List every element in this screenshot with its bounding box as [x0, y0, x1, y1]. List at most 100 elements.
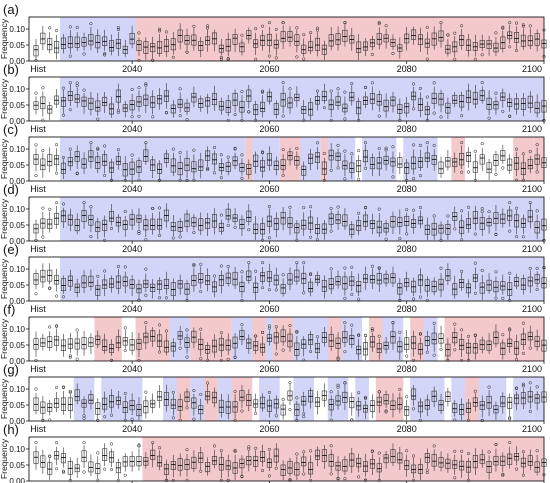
- box-outlier: [432, 353, 436, 357]
- box-body: [493, 280, 499, 293]
- box-outlier: [178, 114, 182, 118]
- box-outlier: [363, 478, 368, 482]
- x-tick-label: 2080: [397, 64, 417, 74]
- box-plot: [417, 205, 423, 229]
- box-plot: [191, 214, 197, 235]
- box-outlier: [158, 350, 162, 354]
- box-body: [287, 333, 293, 348]
- box-body: [342, 459, 348, 472]
- box-outlier: [302, 415, 306, 419]
- box-plot: [459, 269, 465, 291]
- box-body: [67, 461, 73, 475]
- box-outlier: [55, 143, 59, 147]
- box-body: [280, 159, 286, 170]
- box-outlier: [158, 446, 162, 450]
- x-tick-label: 2080: [397, 304, 417, 314]
- box-plot: [88, 333, 94, 355]
- box-plot: [534, 94, 540, 118]
- box-body: [363, 41, 369, 51]
- box-plot: [198, 212, 204, 236]
- box-plot: [157, 27, 163, 57]
- box-plot: [376, 21, 382, 50]
- x-tick-label: 2100: [522, 424, 542, 434]
- box-body: [163, 39, 169, 53]
- box-body: [47, 105, 53, 114]
- box-body: [465, 151, 471, 162]
- box-plot: [335, 26, 341, 51]
- box-plot: [33, 331, 39, 362]
- box-outlier: [521, 450, 525, 454]
- box-plot: [376, 90, 382, 118]
- box-plot: [369, 394, 375, 419]
- box-outlier: [82, 441, 86, 445]
- box-outlier: [34, 91, 38, 95]
- box-outlier: [377, 451, 381, 455]
- box-outlier: [288, 381, 292, 385]
- box-outlier: [75, 25, 79, 30]
- box-body: [369, 400, 375, 412]
- box-body: [452, 158, 458, 168]
- box-body: [500, 150, 506, 161]
- box-plot: [81, 32, 87, 56]
- box-plot: [424, 95, 430, 122]
- box-plot: [260, 217, 266, 242]
- box-body: [150, 218, 156, 231]
- box-outlier: [466, 452, 471, 456]
- box-plot: [280, 207, 286, 231]
- box-outlier: [123, 473, 127, 477]
- box-body: [459, 35, 465, 46]
- box-outlier: [521, 235, 525, 239]
- box-plot: [170, 455, 176, 482]
- box-plot: [150, 441, 156, 468]
- box-plot: [342, 21, 348, 47]
- box-plot: [33, 38, 39, 62]
- box-outlier: [466, 478, 471, 482]
- box-body: [143, 94, 149, 106]
- box-outlier: [178, 87, 182, 91]
- box-plot: [88, 390, 94, 410]
- box-plot: [280, 148, 286, 177]
- box-plot: [479, 81, 485, 104]
- box-outlier: [274, 27, 278, 31]
- box-plot: [81, 396, 87, 420]
- y-tick-label: 0.05: [9, 221, 25, 230]
- box-outlier: [55, 467, 59, 471]
- box-outlier: [82, 88, 86, 92]
- box-outlier: [226, 223, 230, 227]
- box-body: [349, 91, 355, 102]
- box-plot: [218, 331, 224, 362]
- box-body: [205, 36, 211, 46]
- box-outlier: [260, 90, 265, 94]
- box-plot: [47, 399, 53, 422]
- box-outlier: [75, 81, 79, 85]
- box-outlier: [418, 332, 422, 336]
- box-body: [81, 450, 87, 463]
- box-plot: [541, 335, 547, 357]
- box-outlier: [123, 391, 127, 395]
- box-body: [115, 89, 121, 103]
- y-axis-label: Frequency: [0, 378, 9, 419]
- box-outlier: [295, 396, 299, 400]
- box-body: [390, 331, 396, 344]
- box-outlier: [480, 418, 484, 422]
- box-body: [369, 274, 375, 284]
- box-outlier: [425, 57, 429, 61]
- box-outlier: [343, 296, 347, 300]
- box-plot: [253, 27, 259, 61]
- box-body: [417, 34, 423, 45]
- box-outlier: [34, 292, 38, 296]
- box-outlier: [199, 392, 203, 396]
- box-outlier: [439, 115, 443, 119]
- box-body: [47, 462, 53, 475]
- box-plot: [280, 81, 286, 118]
- box-plot: [349, 82, 355, 106]
- box-body: [191, 217, 197, 227]
- box-plot: [287, 324, 293, 352]
- box-outlier: [247, 228, 251, 232]
- box-plot: [287, 267, 293, 291]
- panel-label: (f): [3, 302, 15, 317]
- box-plot: [520, 382, 526, 410]
- box-plot: [122, 209, 128, 237]
- box-outlier: [357, 475, 361, 479]
- x-tick-label: 2080: [397, 364, 417, 374]
